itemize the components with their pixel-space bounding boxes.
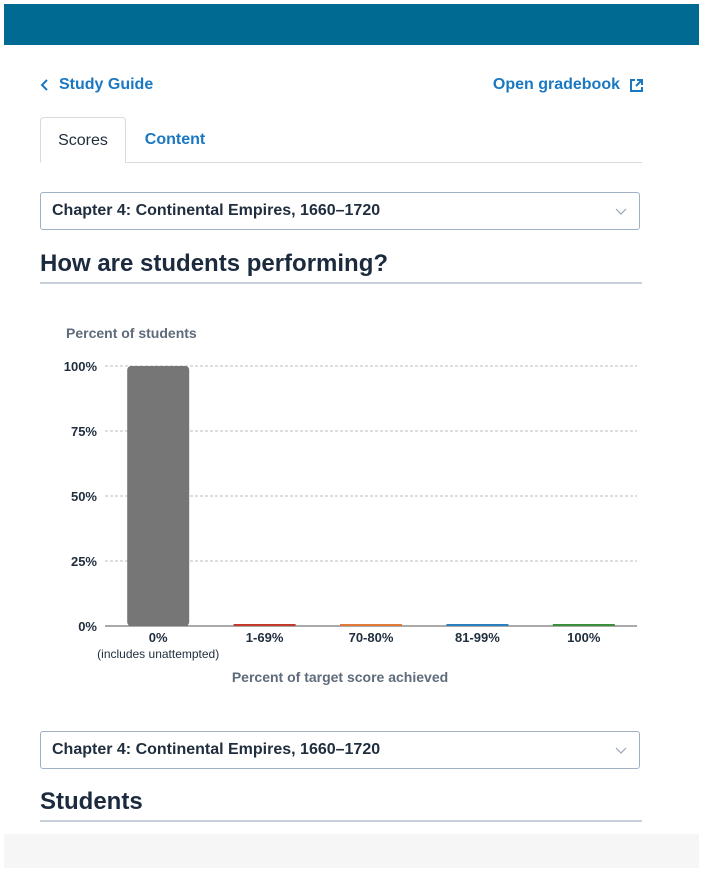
- bar-0: [127, 366, 190, 626]
- x-axis-label: Percent of target score achieved: [232, 669, 448, 685]
- footer-strip: [4, 834, 699, 868]
- y-tick-label: 100%: [64, 359, 98, 374]
- x-tick-sublabel: (includes unattempted): [97, 647, 219, 661]
- y-tick-label: 0%: [78, 619, 97, 634]
- chapter-select[interactable]: Chapter 4: Continental Empires, 1660–172…: [40, 192, 640, 230]
- x-tick-label: 81-99%: [455, 630, 500, 645]
- chevron-down-icon: [615, 208, 627, 215]
- chevron-left-icon: [40, 79, 48, 91]
- y-tick-label: 75%: [71, 424, 97, 439]
- x-tick-label: 1-69%: [246, 630, 284, 645]
- external-link-icon: [630, 78, 643, 92]
- x-tick-label: 0%: [149, 630, 168, 645]
- back-link-label: Study Guide: [59, 76, 154, 93]
- score-distribution-chart: 0%25%50%75%100%0%(includes unattempted)1…: [64, 325, 637, 685]
- tab-bar: Scores Content: [40, 117, 642, 163]
- students-heading: Students: [40, 788, 642, 822]
- chevron-down-icon: [615, 747, 627, 754]
- back-to-study-guide-link[interactable]: Study Guide: [40, 76, 153, 94]
- gradebook-link-label: Open gradebook: [492, 76, 620, 93]
- open-gradebook-link[interactable]: Open gradebook: [493, 76, 644, 94]
- tab-content[interactable]: Content: [144, 131, 206, 148]
- chapter-select-value: Chapter 4: Continental Empires, 1660–172…: [52, 202, 381, 219]
- students-chapter-select[interactable]: Chapter 4: Continental Empires, 1660–172…: [40, 731, 640, 769]
- y-axis-label: Percent of students: [66, 325, 197, 341]
- x-tick-label: 100%: [567, 630, 601, 645]
- tab-scores[interactable]: Scores: [40, 117, 126, 163]
- performance-heading: How are students performing?: [40, 250, 642, 284]
- students-select-value: Chapter 4: Continental Empires, 1660–172…: [52, 741, 381, 758]
- top-header-bar: [4, 4, 699, 45]
- y-tick-label: 50%: [71, 489, 97, 504]
- y-tick-label: 25%: [71, 554, 97, 569]
- x-tick-label: 70-80%: [349, 630, 394, 645]
